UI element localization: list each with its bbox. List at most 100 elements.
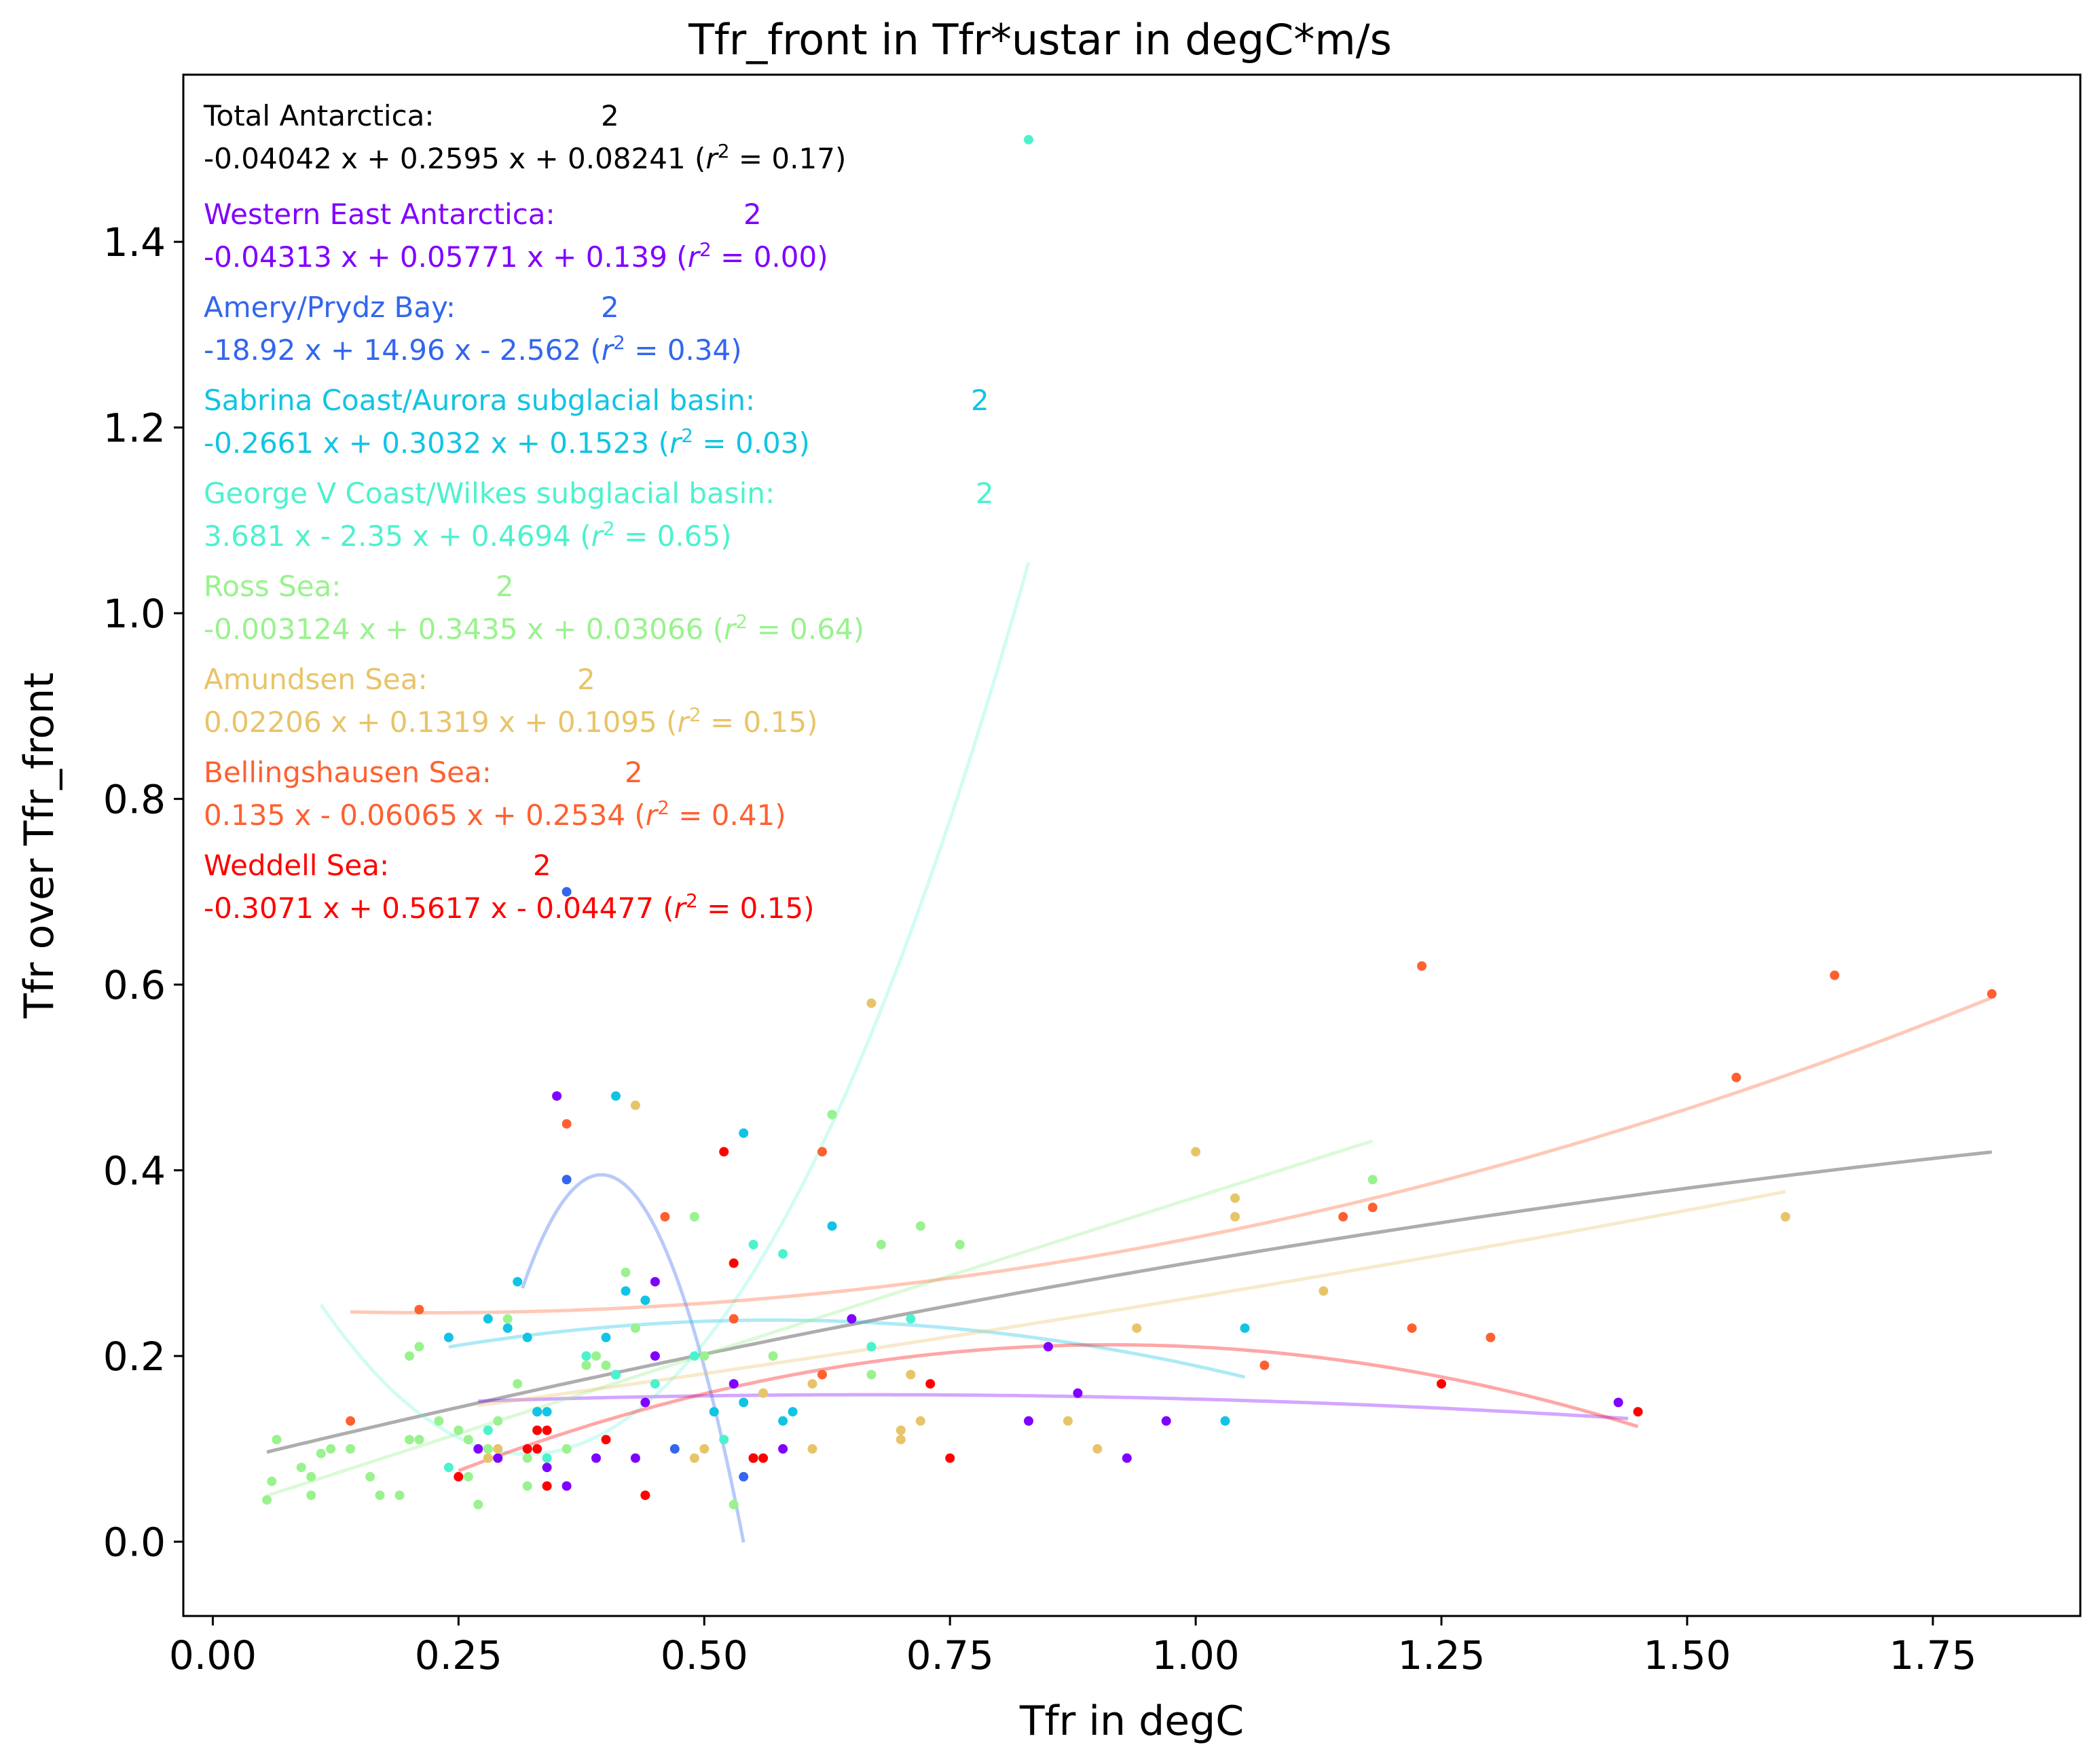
- data-point: [542, 1407, 552, 1417]
- data-point: [542, 1481, 552, 1491]
- legend-series-equation: -0.04313 x + 0.05771 x + 0.139 (r2 = 0.0…: [204, 238, 828, 274]
- data-point: [1161, 1416, 1171, 1426]
- data-point: [640, 1296, 650, 1306]
- legend-series-name: Weddell Sea:: [204, 849, 389, 882]
- data-point: [454, 1471, 464, 1482]
- data-point: [532, 1407, 542, 1417]
- data-point: [827, 1221, 837, 1231]
- legend-series-name: Ross Sea:: [204, 570, 342, 603]
- data-point: [542, 1453, 552, 1463]
- data-point: [306, 1490, 316, 1501]
- data-point: [748, 1240, 758, 1249]
- data-point: [778, 1416, 788, 1426]
- y-tick-label: 0.8: [103, 777, 166, 823]
- data-point: [739, 1471, 749, 1482]
- data-point: [591, 1351, 601, 1361]
- data-point: [483, 1444, 493, 1454]
- data-point: [513, 1276, 523, 1287]
- data-point: [561, 1444, 572, 1454]
- x-axis: 0.00 0.25 0.50 0.75 1.00 1.25 1.50 1.75: [169, 1616, 1976, 1678]
- data-point: [346, 1444, 356, 1454]
- legend-series-count: 2: [601, 99, 619, 132]
- data-point: [689, 1212, 699, 1221]
- data-point: [1220, 1416, 1230, 1426]
- data-point: [719, 1435, 729, 1445]
- data-point: [375, 1490, 385, 1501]
- data-point: [925, 1379, 936, 1389]
- data-point: [434, 1416, 444, 1426]
- data-point: [522, 1444, 532, 1454]
- data-point: [748, 1453, 758, 1463]
- fit-curves: [266, 562, 1993, 1543]
- legend-series-name: Total Antarctica:: [203, 99, 435, 132]
- fit-curve: [448, 1318, 1246, 1379]
- data-point: [778, 1249, 788, 1259]
- data-point: [483, 1314, 493, 1324]
- legend-series-equation: 3.681 x - 2.35 x + 0.4694 (r2 = 0.65): [204, 517, 732, 553]
- data-point: [1063, 1416, 1073, 1426]
- legend-series-count: 2: [601, 291, 619, 324]
- data-point: [758, 1388, 769, 1398]
- data-point: [532, 1425, 542, 1435]
- fit-curve: [521, 1173, 745, 1543]
- data-point: [1240, 1323, 1250, 1334]
- legend-series-equation: -18.92 x + 14.96 x - 2.562 (r2 = 0.34): [204, 331, 742, 367]
- data-point: [483, 1453, 493, 1463]
- data-point: [1407, 1323, 1417, 1334]
- data-point: [1486, 1332, 1496, 1342]
- x-tick-label: 0.00: [169, 1632, 257, 1678]
- data-point: [414, 1304, 424, 1315]
- x-tick-label: 0.75: [906, 1632, 994, 1678]
- legend-series-name: Amery/Prydz Bay:: [204, 291, 456, 324]
- legend-series-count: 2: [577, 663, 595, 696]
- data-point: [1230, 1212, 1240, 1221]
- fit-curve: [350, 996, 1993, 1315]
- data-point: [346, 1416, 356, 1426]
- data-point: [601, 1332, 611, 1342]
- data-point: [581, 1360, 591, 1370]
- fit-curve: [319, 562, 1031, 1456]
- data-point: [611, 1370, 621, 1380]
- fit-curve: [478, 1393, 1629, 1420]
- data-point: [1338, 1212, 1348, 1221]
- data-point: [1633, 1407, 1643, 1417]
- data-point: [906, 1370, 916, 1380]
- data-point: [788, 1407, 798, 1417]
- data-point: [1830, 970, 1840, 980]
- data-point: [955, 1240, 965, 1249]
- legend-series-count: 2: [743, 198, 762, 231]
- data-point: [709, 1407, 719, 1417]
- data-point: [522, 1481, 532, 1491]
- data-point: [640, 1397, 650, 1408]
- data-point: [532, 1444, 542, 1454]
- data-point: [807, 1379, 817, 1389]
- data-point: [272, 1435, 282, 1445]
- data-point: [513, 1379, 523, 1389]
- data-point: [729, 1258, 739, 1268]
- data-point: [630, 1323, 640, 1334]
- data-point: [1024, 134, 1033, 145]
- data-point: [326, 1444, 336, 1454]
- data-point: [502, 1314, 513, 1324]
- data-point: [473, 1444, 483, 1454]
- data-point: [778, 1444, 788, 1454]
- legend-series-equation: -0.003124 x + 0.3435 x + 0.03066 (r2 = 0…: [204, 610, 864, 646]
- data-point: [1987, 989, 1997, 999]
- data-point: [1073, 1388, 1083, 1398]
- y-tick-label: 1.4: [103, 219, 166, 265]
- data-point: [365, 1471, 375, 1482]
- data-point: [473, 1499, 483, 1509]
- data-point: [621, 1268, 631, 1277]
- y-axis: 0.0 0.2 0.4 0.6 0.8 1.0 1.2 1.4: [103, 219, 183, 1566]
- y-tick-label: 1.2: [103, 405, 166, 452]
- data-point: [906, 1314, 916, 1324]
- fit-curve: [266, 1139, 1374, 1498]
- legend-series-name: Western East Antarctica:: [204, 198, 555, 231]
- legend-series-name: Amundsen Sea:: [204, 663, 428, 696]
- data-point: [669, 1444, 680, 1454]
- x-tick-label: 1.75: [1889, 1632, 1976, 1678]
- data-point: [591, 1453, 601, 1463]
- y-tick-label: 0.6: [103, 962, 166, 1008]
- data-point: [405, 1351, 414, 1361]
